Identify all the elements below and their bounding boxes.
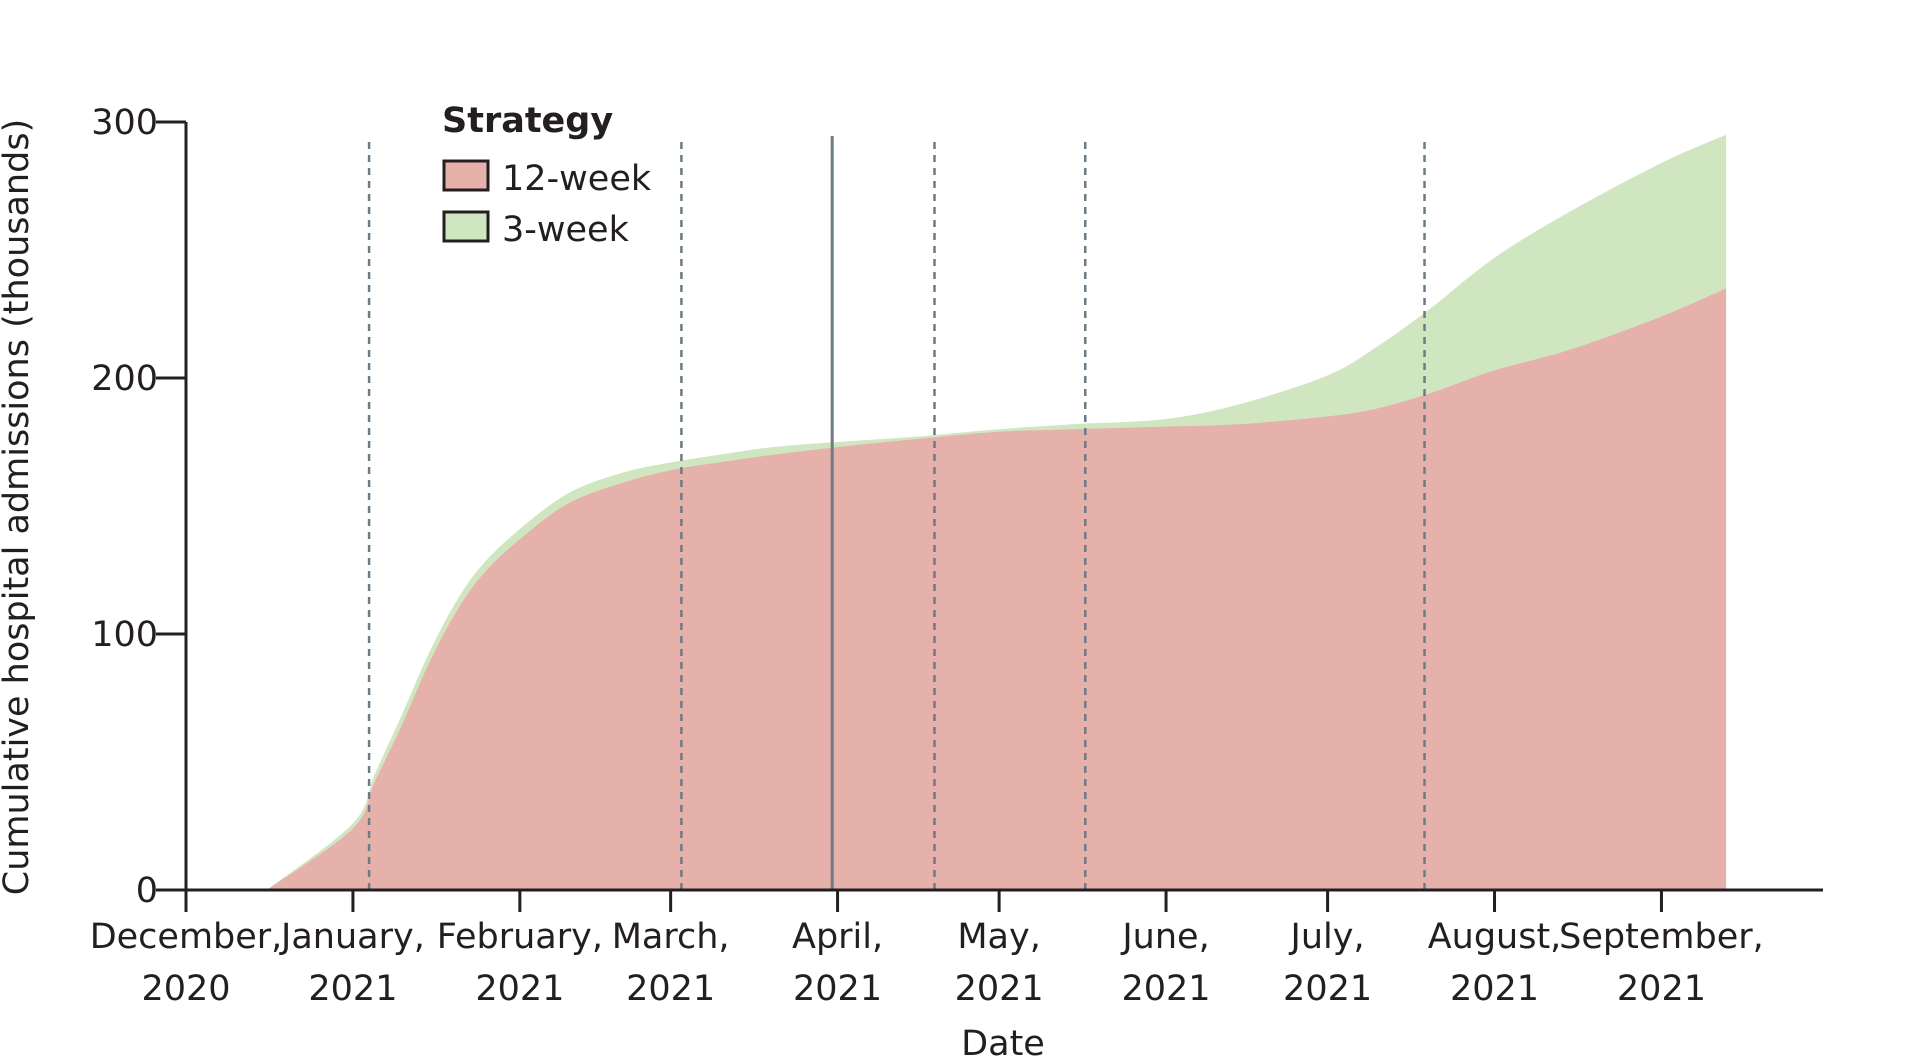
x-tick-label-april-2021-line2: 2021 <box>793 969 882 1009</box>
x-tick-label-march-2021-line1: March, <box>612 917 730 957</box>
y-tick-label-300: 300 <box>91 103 158 143</box>
y-tick-label-100: 100 <box>91 615 158 655</box>
x-tick-label-august-2021-line1: August, <box>1428 917 1562 957</box>
y-tick-label-200: 200 <box>91 359 158 399</box>
vertical-marker-lines <box>367 136 1426 890</box>
y-tick-label-0: 0 <box>136 871 158 911</box>
x-tick-label-july-2021-line2: 2021 <box>1283 969 1372 1009</box>
legend-swatch-12-week <box>442 159 490 192</box>
y-axis-title: Cumulative hospital admissions (thousand… <box>0 119 37 895</box>
area-series-group <box>266 134 1727 891</box>
x-tick-label-december-2020-line1: December, <box>90 917 283 957</box>
x-tick-label-february-2021-line1: February, <box>437 917 603 957</box>
legend-label-3-week: 3-week <box>502 210 630 250</box>
x-tick-label-july-2021-line1: July, <box>1289 917 1365 957</box>
area-12-week <box>266 288 1727 890</box>
x-tick-label-june-2021-line2: 2021 <box>1122 969 1211 1009</box>
x-tick-label-march-2021-line2: 2021 <box>626 969 715 1009</box>
legend-swatch-3-week <box>442 210 490 243</box>
axes-group <box>184 122 1823 892</box>
x-tick-label-april-2021-line1: April, <box>792 917 883 957</box>
x-tick-label-december-2020-line2: 2020 <box>141 969 230 1009</box>
x-tick-label-august-2021-line2: 2021 <box>1450 969 1539 1009</box>
legend-label-12-week: 12-week <box>502 159 652 199</box>
x-tick-label-february-2021-line2: 2021 <box>475 969 564 1009</box>
x-tick-label-january-2021-line1: January, <box>279 917 425 957</box>
legend-title: Strategy <box>442 101 613 141</box>
x-ticks: December, 2020 January, 2021 February, 2021 Ma… <box>90 890 1764 1009</box>
x-tick-label-may-2021-line2: 2021 <box>955 969 1044 1009</box>
x-axis-title: Date <box>961 1024 1045 1057</box>
x-tick-label-may-2021-line1: May, <box>957 917 1040 957</box>
legend: Strategy 12-week 3-week <box>442 101 652 250</box>
x-tick-label-january-2021-line2: 2021 <box>308 969 397 1009</box>
y-ticks: 0 100 200 300 <box>91 103 186 911</box>
x-tick-label-september-2021-line1: September, <box>1559 917 1764 957</box>
x-tick-label-september-2021-line2: 2021 <box>1617 969 1706 1009</box>
x-tick-label-june-2021-line1: June, <box>1120 917 1209 957</box>
